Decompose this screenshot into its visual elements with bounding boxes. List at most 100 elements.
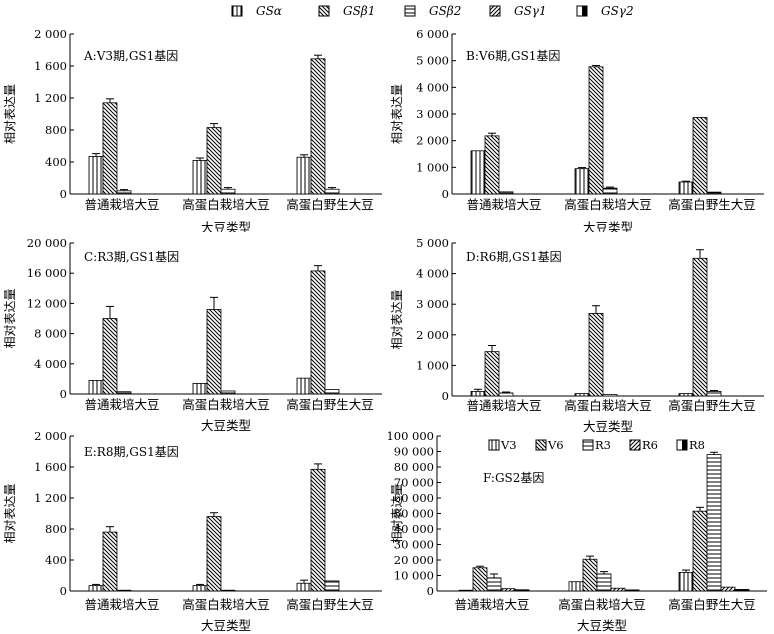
y-tick-label: 0 <box>60 387 67 401</box>
category-label: 高蛋白野生大豆 <box>286 197 374 212</box>
legend-swatch <box>489 5 501 17</box>
y-tick-label: 6 000 <box>416 27 449 41</box>
legend-label: GSγ2 <box>601 4 634 18</box>
chart-title: E:R8期,GS1基因 <box>84 445 179 459</box>
bar <box>220 390 236 395</box>
y-tick-label: 4 000 <box>416 267 449 281</box>
x-axis-label: 大豆类型 <box>201 418 251 433</box>
bar <box>102 318 118 395</box>
y-axis-label: 相对表达量 <box>3 483 17 543</box>
chart-panel-e: 0 400 800 1 200 1 600 2 000 相对表达量 E:R8期,GS1基因普通… <box>3 429 382 633</box>
bar <box>706 191 722 195</box>
y-tick-label: 800 <box>45 522 67 536</box>
bar <box>296 377 312 395</box>
y-tick-label: 1 000 <box>416 358 449 372</box>
category-label: 高蛋白栽培大豆 <box>564 398 652 413</box>
bar <box>310 270 326 395</box>
legend-item: GSβ2 <box>404 4 461 18</box>
bar <box>472 567 488 592</box>
bar <box>692 510 708 592</box>
bar <box>116 589 132 592</box>
bar <box>206 127 222 195</box>
category-label: 高蛋白野生大豆 <box>668 597 756 612</box>
bar <box>192 159 208 195</box>
bar <box>116 391 132 395</box>
y-tick-label: 3 000 <box>416 297 449 311</box>
bar <box>296 156 312 195</box>
y-tick-label: 0 <box>60 187 67 201</box>
chart-title: F:GS2基因 <box>483 471 544 485</box>
y-tick-label: 1 000 <box>416 160 449 174</box>
chart-title: C:R3期,GS1基因 <box>84 250 179 264</box>
category-label: 高蛋白栽培大豆 <box>182 197 270 212</box>
bar <box>486 577 502 592</box>
category-label: 高蛋白栽培大豆 <box>558 597 646 612</box>
bar <box>498 392 514 397</box>
legend-label: V3 <box>500 438 517 452</box>
y-axis-label: 相对表达量 <box>3 288 17 348</box>
bar <box>220 589 236 592</box>
legend-label: R8 <box>689 438 705 452</box>
y-axis-label: 相对表达量 <box>390 84 404 144</box>
y-tick-label: 70 000 <box>394 476 434 490</box>
legend-item: GSβ1 <box>318 4 375 18</box>
chart-panel-d: 0 1 000 2 000 3 000 4 000 5 000 相对表达量 D:R6期,GS1… <box>390 236 764 434</box>
chart-title: A:V3期,GS1基因 <box>83 49 178 63</box>
y-axis-label: 相对表达量 <box>390 483 404 543</box>
legend-swatch <box>231 5 243 17</box>
bar <box>88 585 104 592</box>
y-tick-label: 16 000 <box>27 266 67 280</box>
legend-swatch-fill <box>682 440 687 450</box>
y-tick-label: 60 000 <box>394 491 434 505</box>
bar <box>720 586 736 592</box>
bar <box>206 516 222 592</box>
bar <box>484 135 500 195</box>
bar <box>296 582 312 592</box>
bar <box>514 589 530 592</box>
bar <box>102 531 118 592</box>
legend-label: GSβ1 <box>343 4 375 18</box>
category-label: 普通栽培大豆 <box>84 597 159 612</box>
bar <box>678 571 694 592</box>
category-label: 普通栽培大豆 <box>454 597 529 612</box>
x-axis-label: 大豆类型 <box>577 618 627 633</box>
bar <box>88 380 104 395</box>
bar <box>324 580 340 592</box>
chart-panel-c: 0 4 000 8 000 12 000 16 000 20 000 相对表达量 C:R3期,… <box>3 236 382 433</box>
legend-swatch <box>404 5 416 17</box>
y-tick-label: 1 600 <box>34 59 67 73</box>
y-tick-label: 2 000 <box>34 429 67 443</box>
y-tick-label: 0 <box>427 584 434 598</box>
y-tick-label: 50 000 <box>394 507 434 521</box>
chart-panel-b: 0 1 000 2 000 3 000 4 000 5 000 6 000 相对表达量 B:V6… <box>390 27 764 232</box>
bar <box>470 391 486 397</box>
y-tick-label: 0 <box>442 187 449 201</box>
y-tick-label: 4 000 <box>34 357 67 371</box>
legend-label: GSα <box>256 4 282 18</box>
bar <box>310 468 326 592</box>
bar <box>220 188 236 195</box>
bar <box>624 589 640 592</box>
y-tick-label: 400 <box>45 155 67 169</box>
y-axis-label: 相对表达量 <box>3 84 17 144</box>
y-tick-label: 4 000 <box>416 80 449 94</box>
legend-label: GSβ2 <box>429 4 461 18</box>
bar <box>678 181 694 195</box>
bar <box>610 587 626 592</box>
x-axis-label: 大豆类型 <box>583 220 633 232</box>
y-tick-label: 30 000 <box>394 538 434 552</box>
bar <box>324 188 340 195</box>
bar <box>582 558 598 592</box>
bar <box>692 257 708 397</box>
legend-item: GSα <box>231 4 282 18</box>
bar <box>470 150 486 195</box>
category-label: 高蛋白野生大豆 <box>668 197 756 212</box>
x-axis-label: 大豆类型 <box>201 220 251 232</box>
y-tick-label: 400 <box>45 553 67 567</box>
y-tick-label: 20 000 <box>394 553 434 567</box>
category-label: 普通栽培大豆 <box>466 197 541 212</box>
legend-swatch-fill <box>582 6 587 16</box>
bar <box>310 58 326 195</box>
legend-swatch <box>535 439 547 451</box>
